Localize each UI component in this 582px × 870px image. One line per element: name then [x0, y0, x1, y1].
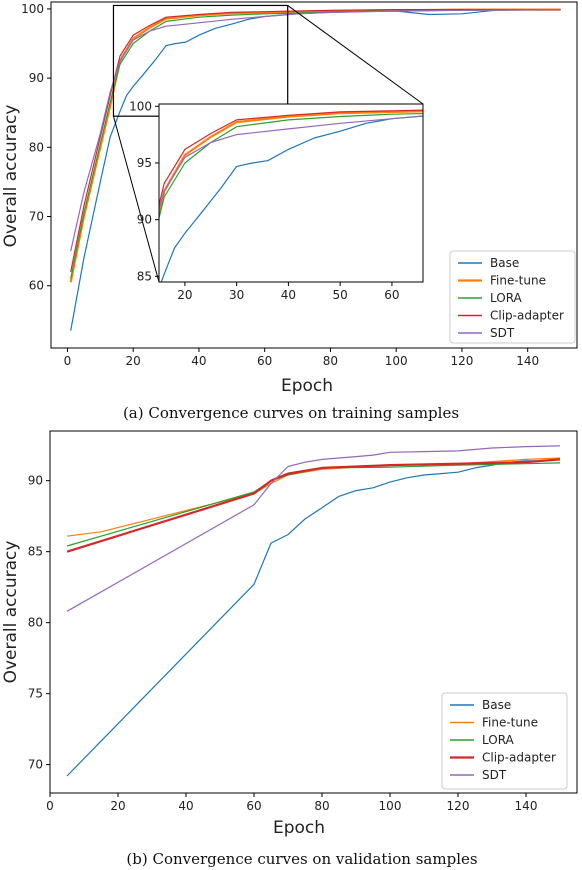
validation-y-axis-label: Overall accuracy: [1, 541, 21, 684]
training-x-tick-label: 0: [64, 354, 72, 368]
validation-axes: 0 20 40 60 80 100 120 140 70 75 80 85 90: [28, 430, 578, 813]
validation-y-tick-label: 85: [28, 545, 43, 559]
zoom-connector-bottom: [112, 116, 160, 283]
inset-y-tick-label: 85: [137, 269, 152, 283]
inset-series-lora: [159, 112, 423, 221]
inset-series-fine-tune: [159, 110, 423, 222]
validation-series-lora: [66, 462, 561, 547]
validation-legend-label: SDT: [482, 768, 507, 782]
chart-training: 0 20 40 60 80 100 120 140 60 70 80 90 100 20 30 40 50 60…: [1, 1, 578, 422]
training-caption: (a) Convergence curves on training sampl…: [123, 404, 459, 422]
validation-y-tick-label: 90: [28, 474, 43, 488]
training-legend-label: Clip-adapter: [490, 309, 564, 323]
inset-series-clip-adapter: [159, 109, 423, 208]
validation-x-tick-label: 40: [178, 799, 193, 813]
validation-x-tick-label: 60: [246, 799, 261, 813]
inset-x-tick-label: 40: [281, 288, 296, 302]
training-y-tick-label: 70: [29, 210, 44, 224]
inset-series-sdt: [159, 115, 423, 211]
training-inset: 20 30 40 50 60 85 90 95 100: [129, 99, 424, 302]
training-legend-label: LORA: [490, 291, 523, 305]
training-x-tick-label: 60: [257, 354, 272, 368]
training-x-axis-label: Epoch: [281, 376, 333, 396]
validation-x-tick-label: 140: [515, 799, 538, 813]
training-legend-label: SDT: [490, 326, 515, 340]
training-series-sdt: [70, 9, 561, 252]
training-y-tick-label: 80: [29, 140, 44, 154]
validation-legend: Base Fine-tune LORA Clip-adapter SDT: [441, 692, 568, 790]
validation-x-tick-label: 100: [379, 799, 402, 813]
validation-legend-box: [441, 692, 568, 790]
validation-legend-label: Fine-tune: [482, 716, 538, 730]
validation-y-tick-label: 80: [28, 616, 43, 630]
validation-series-clip-adapter: [66, 458, 561, 553]
training-x-tick-label: 40: [191, 354, 206, 368]
zoom-connector-top: [287, 5, 424, 105]
training-y-tick-label: 60: [29, 279, 44, 293]
validation-legend-label: Clip-adapter: [482, 751, 556, 765]
training-y-tick-label: 90: [29, 71, 44, 85]
inset-y-tick-label: 90: [137, 213, 152, 227]
training-series-base: [70, 9, 561, 331]
training-plot-frame: [50, 1, 578, 349]
training-legend-label: Fine-tune: [490, 274, 546, 288]
inset-plot-frame: [158, 103, 424, 283]
chart-validation: 0 20 40 60 80 100 120 140 70 75 80 85 90 Base Fine-tu…: [1, 430, 578, 868]
training-legend-label: Base: [490, 256, 519, 270]
inset-y-tick-label: 100: [129, 99, 152, 113]
validation-series-sdt: [66, 445, 561, 612]
validation-y-tick-label: 70: [28, 758, 43, 772]
validation-legend-label: Base: [482, 698, 511, 712]
training-x-tick-label: 80: [323, 354, 338, 368]
training-x-tick-label: 120: [450, 354, 473, 368]
training-series-fine-tune: [69, 8, 561, 283]
training-x-tick-label: 20: [126, 354, 141, 368]
validation-x-tick-label: 20: [110, 799, 125, 813]
inset-x-tick-label: 30: [229, 288, 244, 302]
validation-y-tick-label: 75: [28, 687, 43, 701]
training-series-lines: [69, 8, 561, 331]
validation-series-lines: [66, 445, 561, 777]
training-series-clip-adapter: [70, 9, 561, 273]
inset-x-tick-label: 60: [384, 288, 399, 302]
inset-x-tick-label: 20: [177, 288, 192, 302]
training-x-tick-label: 140: [516, 354, 539, 368]
training-legend-box: [449, 250, 576, 344]
validation-x-tick-label: 0: [46, 799, 54, 813]
validation-series-fine-tune: [66, 457, 561, 537]
validation-caption: (b) Convergence curves on validation sam…: [126, 850, 477, 868]
validation-plot-frame: [49, 430, 578, 794]
validation-x-axis-label: Epoch: [273, 818, 325, 838]
validation-legend-label: LORA: [482, 733, 515, 747]
training-axes: 0 20 40 60 80 100 120 140 60 70 80 90 100: [21, 1, 578, 368]
training-y-axis-label: Overall accuracy: [1, 105, 21, 248]
inset-y-tick-label: 95: [137, 156, 152, 170]
training-x-tick-label: 100: [385, 354, 408, 368]
inset-background: [159, 104, 423, 282]
inset-series-base: [160, 115, 423, 282]
validation-x-tick-label: 120: [447, 799, 470, 813]
training-y-tick-label: 100: [21, 2, 44, 16]
training-legend: Base Fine-tune LORA Clip-adapter SDT: [449, 250, 576, 344]
validation-x-tick-label: 80: [314, 799, 329, 813]
inset-x-tick-label: 50: [333, 288, 348, 302]
